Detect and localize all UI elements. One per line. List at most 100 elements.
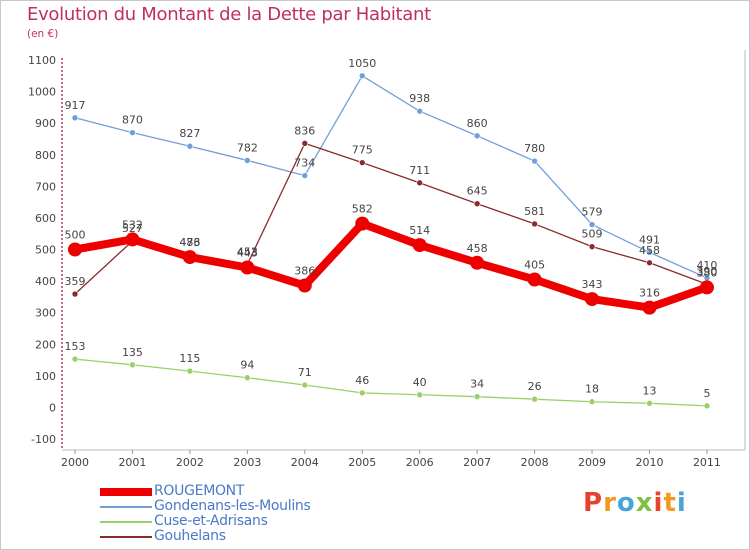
legend-label: Gouhelans: [154, 528, 226, 544]
legend-swatch: [100, 506, 152, 508]
data-label-cuse-et-adrisans: 115: [179, 352, 200, 365]
data-point-rougemont: [412, 238, 427, 253]
data-label-rougemont: 343: [582, 278, 603, 291]
x-tick-label: 2007: [463, 456, 491, 469]
data-label-gondenans-les-moulins: 1050: [348, 57, 376, 70]
data-label-cuse-et-adrisans: 71: [298, 366, 312, 379]
data-point-gondenans-les-moulins: [358, 72, 366, 80]
data-label-rougemont: 443: [237, 247, 258, 260]
data-point-gouhelans: [71, 290, 79, 298]
data-label-gondenans-les-moulins: 827: [179, 127, 200, 140]
x-tick-label: 2003: [233, 456, 261, 469]
x-tick-label: 2004: [291, 456, 319, 469]
data-label-rougemont: 582: [352, 203, 373, 216]
data-point-gondenans-les-moulins: [646, 249, 653, 256]
legend-label: Cuse-et-Adrisans: [154, 513, 268, 529]
y-tick-label: 300: [35, 307, 56, 320]
data-label-gouhelans: 483: [179, 236, 200, 249]
data-label-gouhelans: 390: [696, 265, 717, 278]
data-label-gouhelans: 836: [294, 124, 315, 137]
data-label-cuse-et-adrisans: 13: [643, 384, 657, 397]
data-label-cuse-et-adrisans: 46: [355, 374, 369, 387]
data-label-gouhelans: 775: [352, 144, 373, 157]
logo-letter: x: [635, 488, 654, 518]
data-label-gouhelans: 645: [467, 185, 488, 198]
series-line-gouhelans: [74, 142, 708, 295]
data-label-gondenans-les-moulins: 491: [639, 233, 660, 246]
data-label-rougemont: 532: [122, 218, 143, 231]
x-tick-label: 2009: [578, 456, 606, 469]
data-point-cuse-et-adrisans: [416, 391, 424, 399]
data-point-gouhelans: [473, 200, 481, 208]
x-tick-label: 2010: [636, 456, 664, 469]
data-point-gouhelans: [301, 140, 309, 147]
y-tick-label: 700: [35, 180, 56, 193]
logo-letter: P: [583, 488, 604, 518]
x-tick-label: 2000: [61, 456, 89, 469]
data-label-gondenans-les-moulins: 410: [696, 259, 717, 272]
legend-swatch: [100, 536, 152, 538]
data-label-rougemont: 458: [467, 242, 488, 255]
data-point-cuse-et-adrisans: [358, 389, 366, 397]
logo-letter: r: [603, 488, 617, 518]
logo-letter: o: [616, 488, 636, 518]
data-point-gondenans-les-moulins: [416, 107, 424, 115]
data-point-gondenans-les-moulins: [71, 114, 79, 122]
data-label-rougemont: 476: [179, 236, 200, 249]
data-label-rougemont: 386: [294, 265, 315, 278]
x-tick-label: 2011: [693, 456, 721, 469]
data-label-gondenans-les-moulins: 860: [467, 117, 488, 130]
data-point-rougemont: [355, 216, 370, 231]
logo-letter: i: [653, 488, 664, 518]
data-label-cuse-et-adrisans: 153: [65, 340, 86, 353]
data-point-cuse-et-adrisans: [129, 361, 136, 369]
x-tick-label: 2005: [348, 456, 376, 469]
data-point-gondenans-les-moulins: [473, 132, 481, 140]
data-point-gondenans-les-moulins: [531, 157, 538, 165]
series-line-gondenans-les-moulins: [74, 75, 708, 279]
y-tick-label: 1000: [28, 86, 56, 99]
data-label-cuse-et-adrisans: 135: [122, 346, 143, 359]
data-point-cuse-et-adrisans: [588, 398, 596, 406]
data-point-cuse-et-adrisans: [71, 355, 79, 363]
data-label-gondenans-les-moulins: 938: [409, 92, 430, 105]
data-point-gouhelans: [646, 259, 653, 267]
legend-swatch: [100, 521, 152, 523]
data-point-rougemont: [125, 232, 140, 247]
data-label-cuse-et-adrisans: 34: [470, 378, 484, 391]
data-point-cuse-et-adrisans: [186, 367, 194, 375]
data-point-cuse-et-adrisans: [473, 393, 481, 400]
logo-letter: i: [676, 488, 687, 518]
data-label-gouhelans: 711: [409, 164, 430, 177]
x-tick-label: 2006: [406, 456, 434, 469]
data-point-rougemont: [470, 255, 485, 270]
data-point-gouhelans: [358, 159, 366, 166]
proxiti-logo: Proxiti: [583, 488, 687, 518]
y-tick-label: -100: [31, 433, 56, 446]
data-label-cuse-et-adrisans: 94: [240, 359, 254, 372]
data-point-rougemont: [642, 300, 657, 315]
y-tick-label: 0: [49, 401, 56, 414]
data-point-cuse-et-adrisans: [301, 381, 309, 389]
data-point-rougemont: [182, 250, 197, 265]
data-label-rougemont: 405: [524, 259, 545, 272]
data-label-gouhelans: 509: [582, 228, 603, 241]
data-point-gouhelans: [416, 179, 424, 187]
data-label-gouhelans: 359: [65, 275, 86, 288]
data-label-rougemont: 514: [409, 224, 430, 237]
series-line-rougemont: [71, 219, 711, 312]
y-tick-label: 1100: [28, 54, 56, 67]
data-point-cuse-et-adrisans: [646, 400, 653, 407]
data-point-rougemont: [699, 280, 714, 295]
y-tick-label: 900: [35, 117, 56, 130]
data-label-rougemont: 380: [696, 266, 717, 279]
y-tick-label: 400: [35, 275, 56, 288]
data-label-cuse-et-adrisans: 26: [528, 380, 542, 393]
y-tick-label: 100: [35, 370, 56, 383]
data-label-cuse-et-adrisans: 5: [703, 387, 710, 400]
series-line-cuse-et-adrisans: [74, 358, 708, 407]
x-tick-label: 2002: [176, 456, 204, 469]
chart-title: Evolution du Montant de la Dette par Hab…: [27, 4, 431, 25]
